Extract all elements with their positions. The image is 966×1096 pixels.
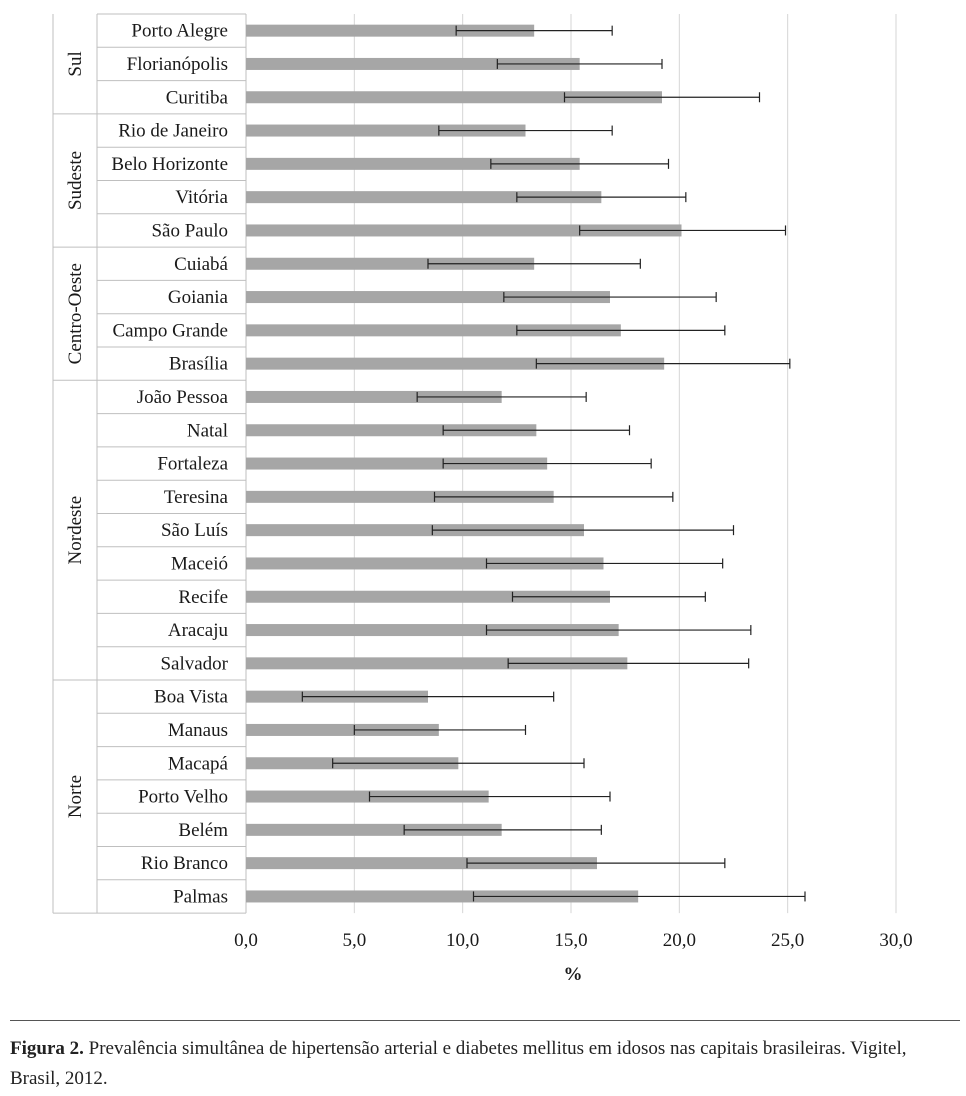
city-label: Belém (178, 820, 228, 841)
bar (246, 257, 535, 270)
bar (246, 790, 489, 803)
bar (246, 890, 639, 903)
city-label: Campo Grande (112, 320, 228, 341)
x-tick-label: 5,0 (342, 930, 366, 951)
bar (246, 57, 580, 70)
x-tick-label: 25,0 (771, 930, 804, 951)
x-tick-label: 10,0 (446, 930, 479, 951)
caption-divider (10, 1020, 960, 1021)
bar-chart: Sul Porto Alegre Florianópolis Curitiba Sude… (52, 13, 913, 985)
x-tick-label: 20,0 (663, 930, 696, 951)
bar (246, 157, 580, 170)
city-label: Belo Horizonte (111, 154, 228, 175)
city-label: Recife (178, 587, 228, 608)
city-label: Teresina (164, 487, 229, 508)
figure-caption: Figura 2. Prevalência simultânea de hipe… (10, 1034, 950, 1094)
city-label: São Paulo (151, 220, 228, 241)
bar (246, 457, 548, 470)
bar (246, 857, 597, 870)
city-label: Maceió (171, 553, 228, 574)
city-label: Boa Vista (154, 687, 229, 708)
city-label: Brasília (169, 354, 229, 375)
city-label: Fortaleza (157, 454, 228, 475)
city-label: Florianópolis (127, 54, 228, 75)
bar (246, 124, 526, 137)
bar (246, 823, 502, 836)
city-label: Vitória (175, 187, 228, 208)
city-label: Macapá (168, 753, 229, 774)
city-label: Porto Alegre (131, 21, 228, 42)
x-tick-label: 0,0 (234, 930, 258, 951)
bar (246, 390, 502, 403)
city-label: Palmas (173, 886, 228, 907)
city-label: Aracaju (168, 620, 229, 641)
bar (246, 24, 535, 37)
bar (246, 291, 610, 304)
city-label: Cuiabá (174, 254, 228, 275)
bar (246, 490, 554, 503)
caption-text: Prevalência simultânea de hipertensão ar… (10, 1038, 907, 1089)
bar (246, 91, 662, 104)
bar (246, 191, 602, 204)
city-label: Manaus (168, 720, 228, 741)
city-label: Goiania (168, 287, 229, 308)
x-axis-title: % (564, 964, 583, 985)
region-label: Sul (65, 51, 86, 76)
city-label: João Pessoa (137, 387, 229, 408)
caption-label: Figura 2. (10, 1038, 84, 1059)
region-label: Nordeste (65, 496, 86, 565)
city-label: São Luís (161, 520, 228, 541)
bar (246, 524, 584, 537)
city-label: Porto Velho (138, 787, 228, 808)
bar (246, 357, 665, 370)
bar (246, 424, 537, 437)
city-label: Salvador (160, 653, 228, 674)
region-label: Centro-Oeste (65, 263, 86, 364)
city-label: Rio Branco (141, 853, 228, 874)
x-tick-label: 15,0 (554, 930, 587, 951)
region-label: Sudeste (65, 151, 86, 210)
bar (246, 723, 439, 736)
bar (246, 557, 604, 570)
bar (246, 324, 621, 337)
bar (246, 224, 682, 237)
region-label: Norte (65, 775, 86, 818)
bar (246, 624, 619, 637)
bar (246, 590, 610, 603)
city-label: Natal (187, 420, 228, 441)
x-tick-label: 30,0 (879, 930, 912, 951)
city-label: Curitiba (166, 87, 229, 108)
bar (246, 657, 628, 670)
city-label: Rio de Janeiro (118, 121, 228, 142)
